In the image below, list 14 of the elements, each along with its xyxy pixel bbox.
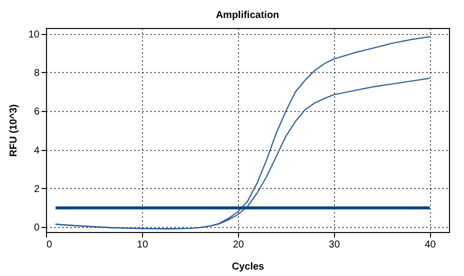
y-axis-title: RFU (10^3) [8, 104, 20, 157]
x-tick-label: 0 [46, 240, 52, 250]
y-tick-label: 8 [34, 68, 40, 79]
y-tick-label: 10 [28, 29, 40, 40]
x-tick-label: 40 [424, 240, 436, 250]
y-tick-label: 0 [34, 222, 40, 234]
y-tick-label: 4 [34, 145, 40, 156]
x-tick-label: 30 [328, 240, 340, 250]
x-tick-label: 20 [232, 240, 244, 250]
y-tick-label: 2 [34, 184, 40, 195]
x-tick-label: 10 [136, 240, 148, 250]
y-tick-label: 6 [34, 106, 40, 118]
x-axis-title: Cycles [232, 262, 265, 272]
chart-title: Amplification [216, 10, 280, 21]
